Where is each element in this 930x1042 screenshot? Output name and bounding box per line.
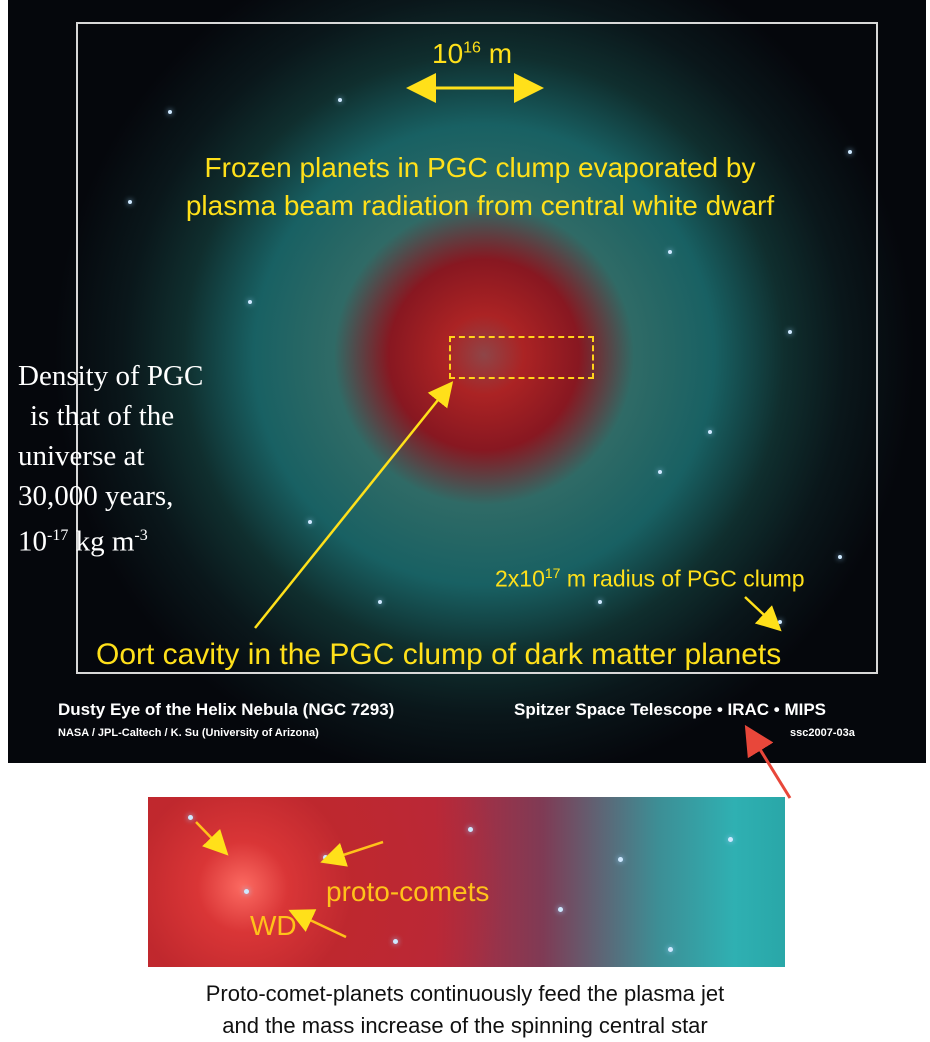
image-frame [76,22,878,674]
star [848,150,852,154]
star [558,907,563,912]
star [598,600,602,604]
density-line: universe at [18,440,145,472]
zoom-inset-image [148,797,785,967]
star [168,110,172,114]
white-dwarf-label: WD [250,910,297,941]
photo-title: Dusty Eye of the Helix Nebula (NGC 7293) [58,700,395,719]
star [468,827,473,832]
star [338,98,342,102]
star [128,200,132,204]
star [188,815,193,820]
star [658,470,662,474]
star [393,939,398,944]
star [244,889,249,894]
density-line: is that of the [30,400,175,432]
star [618,857,623,862]
zoom-region-box [449,336,594,379]
caption-line: Proto-comet-planets continuously feed th… [205,981,725,1006]
star [323,855,328,860]
headline-line-1: Frozen planets in PGC clump evaporated b… [204,152,756,183]
star [248,300,252,304]
star [838,555,842,559]
star [728,837,733,842]
caption-line: and the mass increase of the spinning ce… [222,1013,708,1038]
density-line: 30,000 years, [18,480,174,512]
figure-caption: Proto-comet-planets continuously feed th… [120,978,810,1042]
clump-radius-label: 2x1017 m radius of PGC clump [495,565,805,592]
star [668,947,673,952]
oort-cavity-label: Oort cavity in the PGC clump of dark mat… [96,638,782,671]
photo-credit: NASA / JPL-Caltech / K. Su (University o… [58,727,319,739]
density-line: Density of PGC [18,360,204,392]
star [788,330,792,334]
scale-bar-label: 1016 m [432,38,513,69]
star [708,430,712,434]
photo-id: ssc2007-03a [790,727,855,739]
headline-line-2: plasma beam radiation from central white… [185,190,775,221]
star [668,250,672,254]
density-note: Density of PGC is that of the universe a… [18,356,288,562]
helix-nebula-image [8,0,926,763]
density-value: 10-17 kg m-3 [18,525,148,558]
proto-comets-label: proto-comets [326,876,490,907]
instrument-caption: Spitzer Space Telescope • IRAC • MIPS [514,700,827,719]
